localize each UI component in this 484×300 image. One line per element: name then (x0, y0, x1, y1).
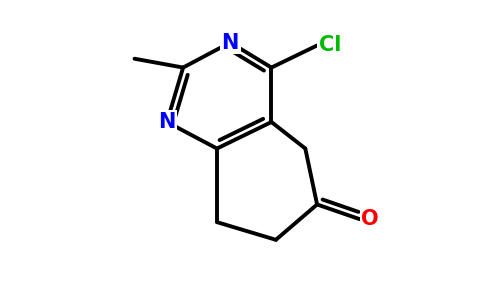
Text: N: N (158, 112, 176, 132)
Text: O: O (361, 209, 379, 229)
Text: N: N (222, 32, 239, 52)
Text: Cl: Cl (318, 35, 341, 56)
